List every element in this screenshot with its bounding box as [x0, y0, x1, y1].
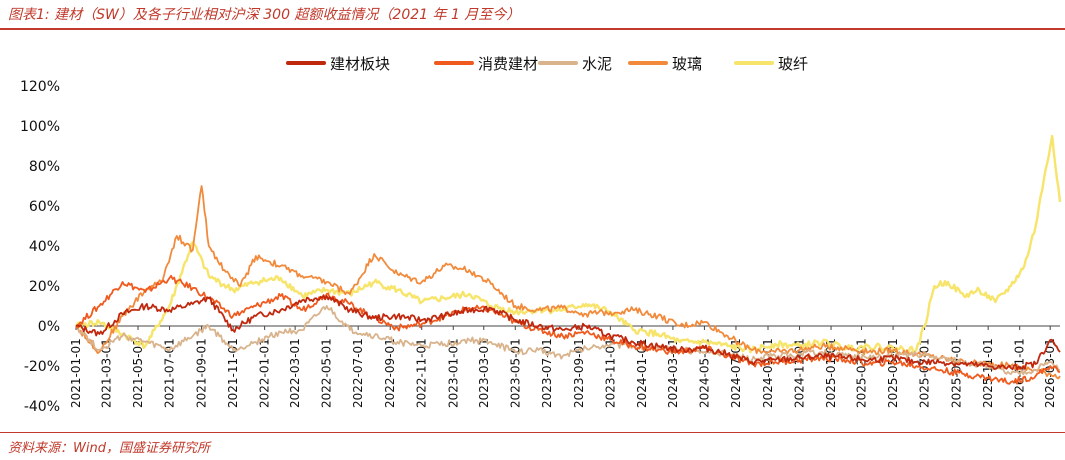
y-tick-label: 0%: [38, 319, 60, 335]
legend-label: 玻璃: [672, 55, 702, 73]
y-tick-label: 20%: [29, 279, 60, 295]
y-tick-label: 120%: [20, 79, 60, 95]
figure-title: 图表1: 建材（SW）及各子行业相对沪深 300 超额收益情况（2021 年 1…: [8, 7, 521, 23]
y-tick-label: 60%: [29, 199, 60, 215]
y-tick-label: -20%: [24, 359, 60, 375]
x-tick-label: 2023-09-01: [572, 338, 586, 408]
y-tick-label: 80%: [29, 159, 60, 175]
source-rule: [0, 432, 1065, 433]
x-tick-label: 2021-03-01: [99, 338, 113, 408]
x-tick-label: 2025-07-01: [918, 338, 932, 408]
y-tick-label: 100%: [20, 119, 60, 135]
x-tick-label: 2021-01-01: [69, 338, 83, 408]
x-tick-label: 2022-11-01: [415, 338, 429, 408]
legend-label: 消费建材: [478, 55, 538, 73]
series-line-4: [75, 185, 1061, 380]
legend-label: 玻纤: [778, 55, 808, 73]
x-tick-label: 2022-05-01: [320, 338, 334, 408]
x-tick-label: 2024-03-01: [666, 338, 680, 408]
x-tick-label: 2022-03-01: [288, 338, 302, 408]
x-tick-label: 2023-03-01: [477, 338, 491, 408]
x-tick-label: 2024-01-01: [635, 338, 649, 408]
series-line-1: [75, 294, 1061, 371]
y-axis: -40% -20% 0% 20% 40% 60% 80% 100% 120%: [20, 79, 60, 415]
x-tick-label: 2023-07-01: [540, 338, 554, 408]
line-chart: 建材板块 消费建材 水泥 玻璃 玻纤 -40% -20% 0% 20% 40% 60% 80% 100…: [20, 55, 1062, 415]
chart-legend: 建材板块 消费建材 水泥 玻璃 玻纤: [286, 55, 808, 73]
y-tick-label: -40%: [24, 399, 60, 415]
x-axis: 2021-01-01 2021-03-01 2021-05-01 2021-07-01…: [69, 325, 1060, 408]
x-tick-label: 2023-11-01: [603, 338, 617, 408]
x-tick-label: 2025-11-01: [981, 338, 995, 408]
source-note: 资料来源：Wind，国盛证券研究所: [8, 441, 210, 456]
x-tick-label: 2024-09-01: [761, 338, 775, 408]
x-tick-label: 2024-05-01: [697, 338, 711, 408]
x-tick-label: 2021-07-01: [163, 338, 177, 408]
x-tick-label: 2023-01-01: [446, 338, 460, 408]
title-rule: [0, 28, 1065, 30]
legend-label: 水泥: [582, 55, 612, 73]
x-tick-label: 2022-09-01: [383, 338, 397, 408]
series-line-5: [74, 134, 1062, 354]
x-tick-label: 2022-01-01: [258, 338, 272, 408]
plot-area: [74, 134, 1062, 385]
x-tick-label: 2022-07-01: [351, 338, 365, 408]
x-tick-label: 2021-11-01: [226, 338, 240, 408]
x-tick-label: 2021-05-01: [131, 338, 145, 408]
series-line-2: [75, 274, 1061, 385]
y-tick-label: 40%: [29, 239, 60, 255]
legend-label: 建材板块: [330, 55, 390, 73]
x-tick-label: 2021-09-01: [195, 338, 209, 408]
x-tick-label: 2023-05-01: [508, 338, 522, 408]
